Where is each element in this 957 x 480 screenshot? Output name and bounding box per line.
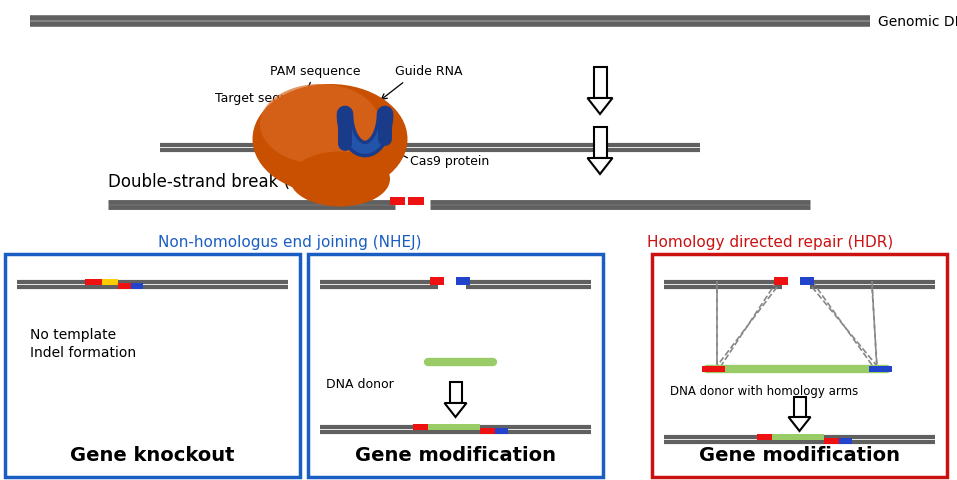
Bar xyxy=(593,128,607,159)
Bar xyxy=(102,279,118,286)
Ellipse shape xyxy=(290,152,390,207)
Text: PAM sequence: PAM sequence xyxy=(270,65,361,141)
Bar xyxy=(450,382,461,403)
Bar xyxy=(456,277,470,286)
Bar xyxy=(800,277,814,286)
Bar xyxy=(348,147,363,152)
Bar xyxy=(390,198,405,205)
Text: Guide RNA: Guide RNA xyxy=(395,65,462,78)
Bar xyxy=(593,68,607,99)
Text: Target sequence: Target sequence xyxy=(215,92,319,142)
Ellipse shape xyxy=(260,85,380,165)
Polygon shape xyxy=(588,99,612,115)
Text: Gene modification: Gene modification xyxy=(355,445,556,465)
Bar xyxy=(774,277,788,286)
Text: Indel formation: Indel formation xyxy=(30,345,136,359)
Text: No template: No template xyxy=(30,327,116,341)
Text: Cas9 protein: Cas9 protein xyxy=(410,155,489,168)
Bar xyxy=(839,438,852,444)
Text: DNA donor: DNA donor xyxy=(326,377,393,390)
Bar xyxy=(772,434,824,440)
Text: Gene modification: Gene modification xyxy=(699,445,900,465)
Ellipse shape xyxy=(253,85,408,194)
Bar xyxy=(428,424,480,430)
Bar xyxy=(131,283,143,289)
FancyBboxPatch shape xyxy=(308,254,603,477)
Text: Gene knockout: Gene knockout xyxy=(70,445,234,465)
Polygon shape xyxy=(588,159,612,175)
Bar xyxy=(85,279,102,286)
Bar xyxy=(480,428,495,434)
Text: DNA donor with homology arms: DNA donor with homology arms xyxy=(670,384,858,397)
Bar xyxy=(413,424,428,430)
Bar xyxy=(118,283,131,289)
Polygon shape xyxy=(444,403,466,417)
Bar xyxy=(869,366,892,372)
Bar xyxy=(824,438,839,444)
Text: Homology directed repair (HDR): Homology directed repair (HDR) xyxy=(647,235,893,250)
Text: Genomic DNA: Genomic DNA xyxy=(878,15,957,29)
Text: Non-homologus end joining (NHEJ): Non-homologus end joining (NHEJ) xyxy=(158,235,422,250)
FancyBboxPatch shape xyxy=(652,254,947,477)
Bar xyxy=(298,144,348,149)
Polygon shape xyxy=(789,417,811,431)
Bar xyxy=(408,198,424,205)
Bar xyxy=(280,144,298,149)
FancyBboxPatch shape xyxy=(5,254,300,477)
Bar xyxy=(495,428,508,434)
Bar xyxy=(702,366,725,372)
Bar xyxy=(757,434,772,440)
Bar xyxy=(430,277,444,286)
Bar xyxy=(793,397,806,417)
Text: Double-strand break (DSB): Double-strand break (DSB) xyxy=(108,173,331,191)
